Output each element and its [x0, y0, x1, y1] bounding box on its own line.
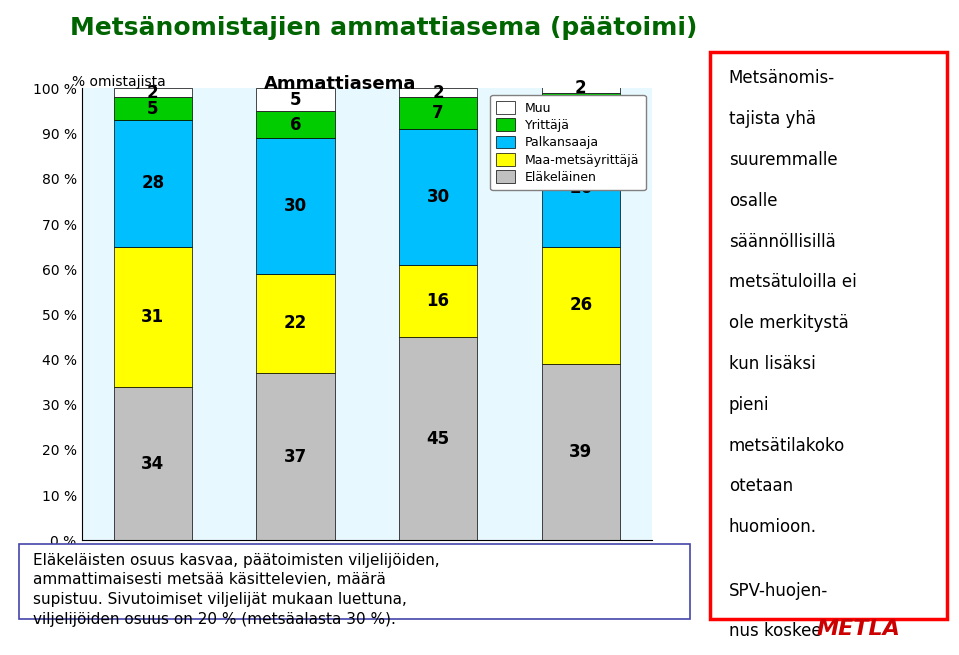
Text: 30: 30 — [427, 188, 450, 206]
Bar — [399, 88, 478, 98]
Bar — [542, 246, 620, 364]
Text: SPV-huojen-: SPV-huojen- — [729, 582, 828, 599]
Text: 37: 37 — [284, 448, 307, 466]
Bar — [542, 129, 620, 246]
Text: 34: 34 — [141, 455, 164, 472]
Text: 28: 28 — [141, 174, 164, 193]
Text: 45: 45 — [427, 430, 450, 447]
Text: 2: 2 — [433, 84, 444, 102]
Text: huomioon.: huomioon. — [729, 518, 817, 536]
Bar — [256, 274, 335, 373]
Text: otetaan: otetaan — [729, 477, 793, 495]
Text: 2: 2 — [147, 84, 158, 102]
FancyBboxPatch shape — [19, 544, 690, 619]
Text: % omistajista: % omistajista — [72, 75, 166, 89]
Text: 26: 26 — [570, 179, 593, 197]
Text: kun lisäksi: kun lisäksi — [729, 355, 815, 373]
Text: 16: 16 — [427, 292, 450, 310]
Text: osalle: osalle — [729, 192, 777, 210]
Bar — [542, 364, 620, 540]
Bar — [113, 120, 192, 246]
Text: METLA: METLA — [816, 619, 901, 639]
Bar — [256, 373, 335, 540]
Text: ole merkitystä: ole merkitystä — [729, 314, 849, 332]
Bar — [542, 93, 620, 129]
Text: 6: 6 — [290, 115, 301, 134]
Text: 8: 8 — [575, 102, 587, 120]
Bar — [113, 386, 192, 540]
Text: Metsänomis-: Metsänomis- — [729, 69, 835, 87]
Text: tajista yhä: tajista yhä — [729, 110, 816, 128]
Text: 30: 30 — [284, 197, 307, 215]
Text: 5: 5 — [290, 91, 301, 109]
Text: 39: 39 — [570, 443, 593, 461]
Text: 31: 31 — [141, 308, 164, 326]
Bar — [256, 111, 335, 138]
Text: 4: 4 — [476, 630, 483, 643]
Text: suuremmalle: suuremmalle — [729, 151, 837, 169]
Text: 5: 5 — [147, 100, 158, 118]
Legend: Muu, Yrittäjä, Palkansaaja, Maa-metsäyrittäjä, Eläkeläinen: Muu, Yrittäjä, Palkansaaja, Maa-metsäyri… — [490, 95, 645, 191]
Text: 2: 2 — [575, 79, 587, 98]
Bar — [113, 246, 192, 386]
Text: 26: 26 — [570, 296, 593, 314]
Text: pieni: pieni — [729, 396, 769, 414]
Bar — [542, 84, 620, 93]
Bar — [113, 98, 192, 120]
FancyBboxPatch shape — [710, 52, 947, 619]
Bar — [256, 88, 335, 111]
Bar — [399, 337, 478, 540]
Text: Eläkeläisten osuus kasvaa, päätoimisten viljelijöiden,
ammattimaisesti metsää kä: Eläkeläisten osuus kasvaa, päätoimisten … — [33, 553, 439, 627]
Text: Harri Hänninen 21.8.2009: Harri Hänninen 21.8.2009 — [10, 630, 172, 643]
Bar — [399, 265, 478, 337]
Text: metsätuloilla ei: metsätuloilla ei — [729, 273, 856, 291]
Text: säännöllisillä: säännöllisillä — [729, 233, 835, 251]
Text: 22: 22 — [284, 314, 307, 333]
Bar — [113, 88, 192, 98]
Text: 7: 7 — [433, 104, 444, 122]
Bar — [399, 98, 478, 129]
Text: Ammattiasema: Ammattiasema — [265, 75, 416, 93]
Bar — [399, 129, 478, 265]
Text: metsätilakoko: metsätilakoko — [729, 436, 845, 455]
Text: Metsänomistajien ammattiasema (päätoimi): Metsänomistajien ammattiasema (päätoimi) — [70, 16, 697, 41]
Text: nus koskee: nus koskee — [729, 622, 821, 641]
Bar — [256, 138, 335, 274]
